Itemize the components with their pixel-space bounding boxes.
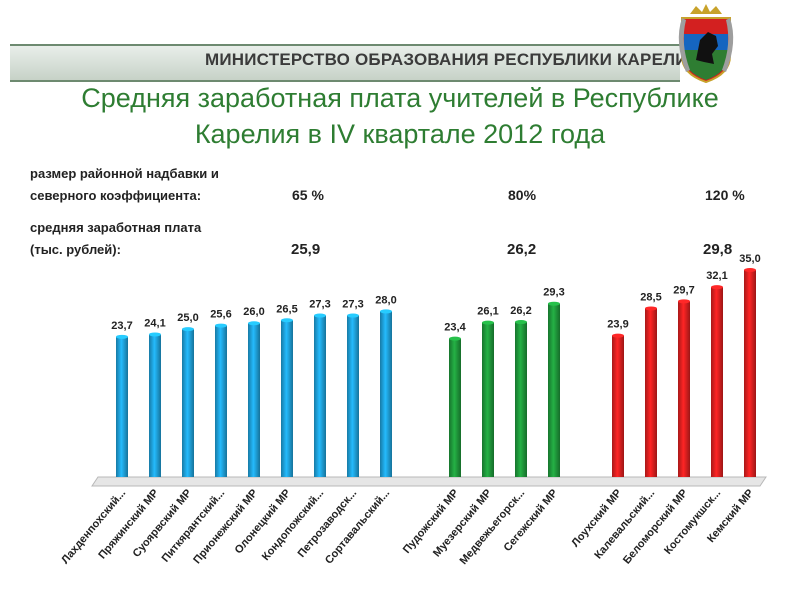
data-label-11: 26,2	[510, 305, 531, 317]
group3-allowance: 120 %	[705, 187, 745, 203]
bar-12	[548, 303, 560, 477]
group1-allowance: 65 %	[292, 187, 324, 203]
salary-label-line-2: (тыс. рублей):	[30, 242, 121, 257]
bar-3	[215, 325, 227, 477]
plot-floor	[91, 476, 767, 487]
ministry-banner	[10, 44, 680, 82]
allowance-label-line-2: северного коэффициента:	[30, 188, 202, 203]
ministry-name: МИНИСТЕРСТВО ОБРАЗОВАНИЯ РЕСПУБЛИКИ КАРЕ…	[205, 50, 701, 69]
bar-top-5	[281, 318, 293, 323]
data-label-13: 23,9	[607, 319, 628, 331]
allowance-label: размер районной надбавки и северного коэ…	[30, 163, 219, 207]
bar-6	[314, 315, 326, 477]
bar-9	[449, 338, 461, 477]
bar-14	[645, 308, 657, 477]
bar-top-7	[347, 313, 359, 318]
data-label-1: 24,1	[144, 317, 165, 329]
bar-top-6	[314, 313, 326, 318]
bar-0	[116, 336, 128, 477]
category-label-6: Кондопожский...	[260, 487, 326, 563]
category-label-14: Калевальский...	[592, 487, 657, 561]
bar-7	[347, 315, 359, 477]
bar-17	[744, 270, 756, 477]
data-label-15: 29,7	[673, 284, 694, 296]
page-title: Средняя заработная плата учителей в Респ…	[0, 80, 800, 152]
category-label-1: Пряжинский МР	[96, 487, 161, 561]
data-label-7: 27,3	[342, 299, 363, 311]
bar-top-8	[380, 309, 392, 314]
data-label-0: 23,7	[111, 320, 132, 332]
bar-8	[380, 311, 392, 477]
data-label-3: 25,6	[210, 309, 231, 321]
bar-top-2	[182, 327, 194, 332]
bar-top-11	[515, 320, 527, 325]
salary-label: средняя заработная плата (тыс. рублей):	[30, 217, 201, 261]
bar-top-3	[215, 323, 227, 328]
category-label-9: Пудожский МР	[401, 487, 461, 556]
bar-16	[711, 287, 723, 477]
bar-15	[678, 301, 690, 477]
category-label-7: Петрозаводск...	[296, 487, 360, 560]
title-line-2: Карелия в IV квартале 2012 года	[194, 119, 606, 149]
bar-top-4	[248, 321, 260, 326]
category-label-10: Муезерский МР	[431, 487, 494, 559]
salary-label-line-1: средняя заработная плата	[30, 220, 202, 235]
coat-of-arms-icon	[678, 4, 734, 84]
title-line-1: Средняя заработная плата учителей в Респ…	[81, 83, 719, 113]
bar-top-12	[548, 301, 560, 306]
category-label-2: Суоярвский МР	[131, 487, 195, 560]
bar-top-14	[645, 306, 657, 311]
data-label-4: 26,0	[243, 306, 264, 318]
bar-1	[149, 334, 161, 477]
data-label-10: 26,1	[477, 306, 498, 318]
data-label-2: 25,0	[177, 312, 198, 324]
data-label-12: 29,3	[543, 287, 564, 299]
category-label-3: Питкярантский...	[160, 487, 228, 564]
bar-top-10	[482, 320, 494, 325]
bar-top-15	[678, 299, 690, 304]
data-label-14: 28,5	[640, 291, 661, 303]
bar-top-17	[744, 268, 756, 272]
bar-top-1	[149, 332, 161, 337]
data-label-17: 35,0	[739, 253, 760, 265]
bar-13	[612, 335, 624, 477]
group2-allowance: 80%	[508, 187, 537, 203]
allowance-label-line-1: размер районной надбавки и	[30, 166, 219, 181]
data-label-6: 27,3	[309, 299, 330, 311]
bar-top-16	[711, 285, 723, 290]
data-label-8: 28,0	[375, 294, 396, 306]
bar-2	[182, 329, 194, 477]
bar-4	[248, 323, 260, 477]
data-label-16: 32,1	[706, 270, 727, 282]
bar-top-9	[449, 336, 461, 341]
bar-5	[281, 320, 293, 477]
bar-11	[515, 322, 527, 477]
bar-10	[482, 322, 494, 477]
group2-avg-salary: 26,2	[507, 241, 537, 258]
group3-avg-salary: 29,8	[703, 241, 733, 258]
bar-top-0	[116, 334, 128, 339]
data-label-9: 23,4	[444, 322, 466, 334]
data-label-5: 26,5	[276, 303, 297, 315]
bar-top-13	[612, 333, 624, 338]
category-label-8: Сортавальский...	[323, 487, 392, 566]
group1-avg-salary: 25,9	[291, 241, 321, 258]
